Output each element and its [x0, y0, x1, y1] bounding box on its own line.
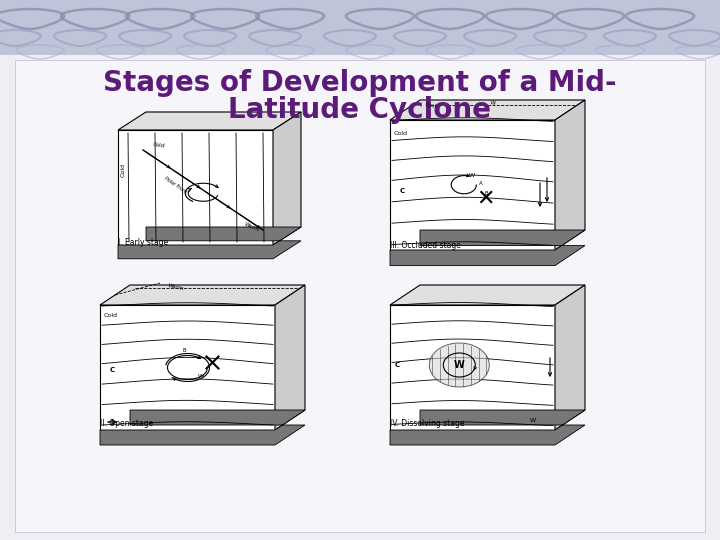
FancyBboxPatch shape — [15, 60, 705, 532]
Polygon shape — [390, 285, 585, 305]
Polygon shape — [100, 410, 305, 445]
Text: W: W — [454, 360, 464, 370]
Text: B: B — [485, 191, 488, 196]
Text: W: W — [197, 374, 204, 379]
Text: Cold: Cold — [104, 313, 118, 318]
Text: II. Open stage: II. Open stage — [100, 419, 153, 428]
Text: Cold: Cold — [394, 131, 408, 136]
Polygon shape — [118, 227, 301, 259]
Polygon shape — [100, 305, 275, 430]
Polygon shape — [429, 343, 490, 387]
Text: IV. Dissolving stage: IV. Dissolving stage — [390, 419, 464, 428]
Text: III. Occluded stage: III. Occluded stage — [390, 241, 461, 250]
Text: Cold: Cold — [153, 141, 166, 149]
Polygon shape — [390, 100, 585, 120]
Bar — [0, 0, 720, 55]
Polygon shape — [275, 285, 305, 430]
Text: W: W — [490, 100, 495, 106]
Text: Warm: Warm — [243, 221, 260, 233]
Text: C: C — [395, 362, 400, 368]
Polygon shape — [100, 285, 305, 305]
Polygon shape — [390, 305, 555, 430]
Text: C: C — [110, 368, 115, 374]
Text: Cold: Cold — [121, 163, 126, 177]
Text: W: W — [530, 417, 536, 422]
Text: Polar Front: Polar Front — [163, 176, 187, 194]
Polygon shape — [118, 112, 301, 130]
Text: C: C — [400, 188, 405, 194]
Text: I. Early stage: I. Early stage — [118, 238, 168, 247]
Polygon shape — [390, 230, 585, 266]
Polygon shape — [390, 120, 555, 250]
Bar — [0, 55, 720, 540]
Polygon shape — [273, 112, 301, 245]
Polygon shape — [118, 130, 273, 245]
Text: Latitude Cyclone: Latitude Cyclone — [228, 96, 492, 124]
Text: A: A — [480, 181, 483, 186]
Text: Cool: Cool — [425, 102, 438, 109]
Text: B: B — [182, 348, 186, 354]
Polygon shape — [555, 100, 585, 250]
Text: W: W — [469, 173, 475, 178]
Polygon shape — [555, 285, 585, 430]
Polygon shape — [390, 410, 585, 445]
Text: Stages of Development of a Mid-: Stages of Development of a Mid- — [103, 69, 617, 97]
Text: Warm: Warm — [168, 283, 184, 291]
